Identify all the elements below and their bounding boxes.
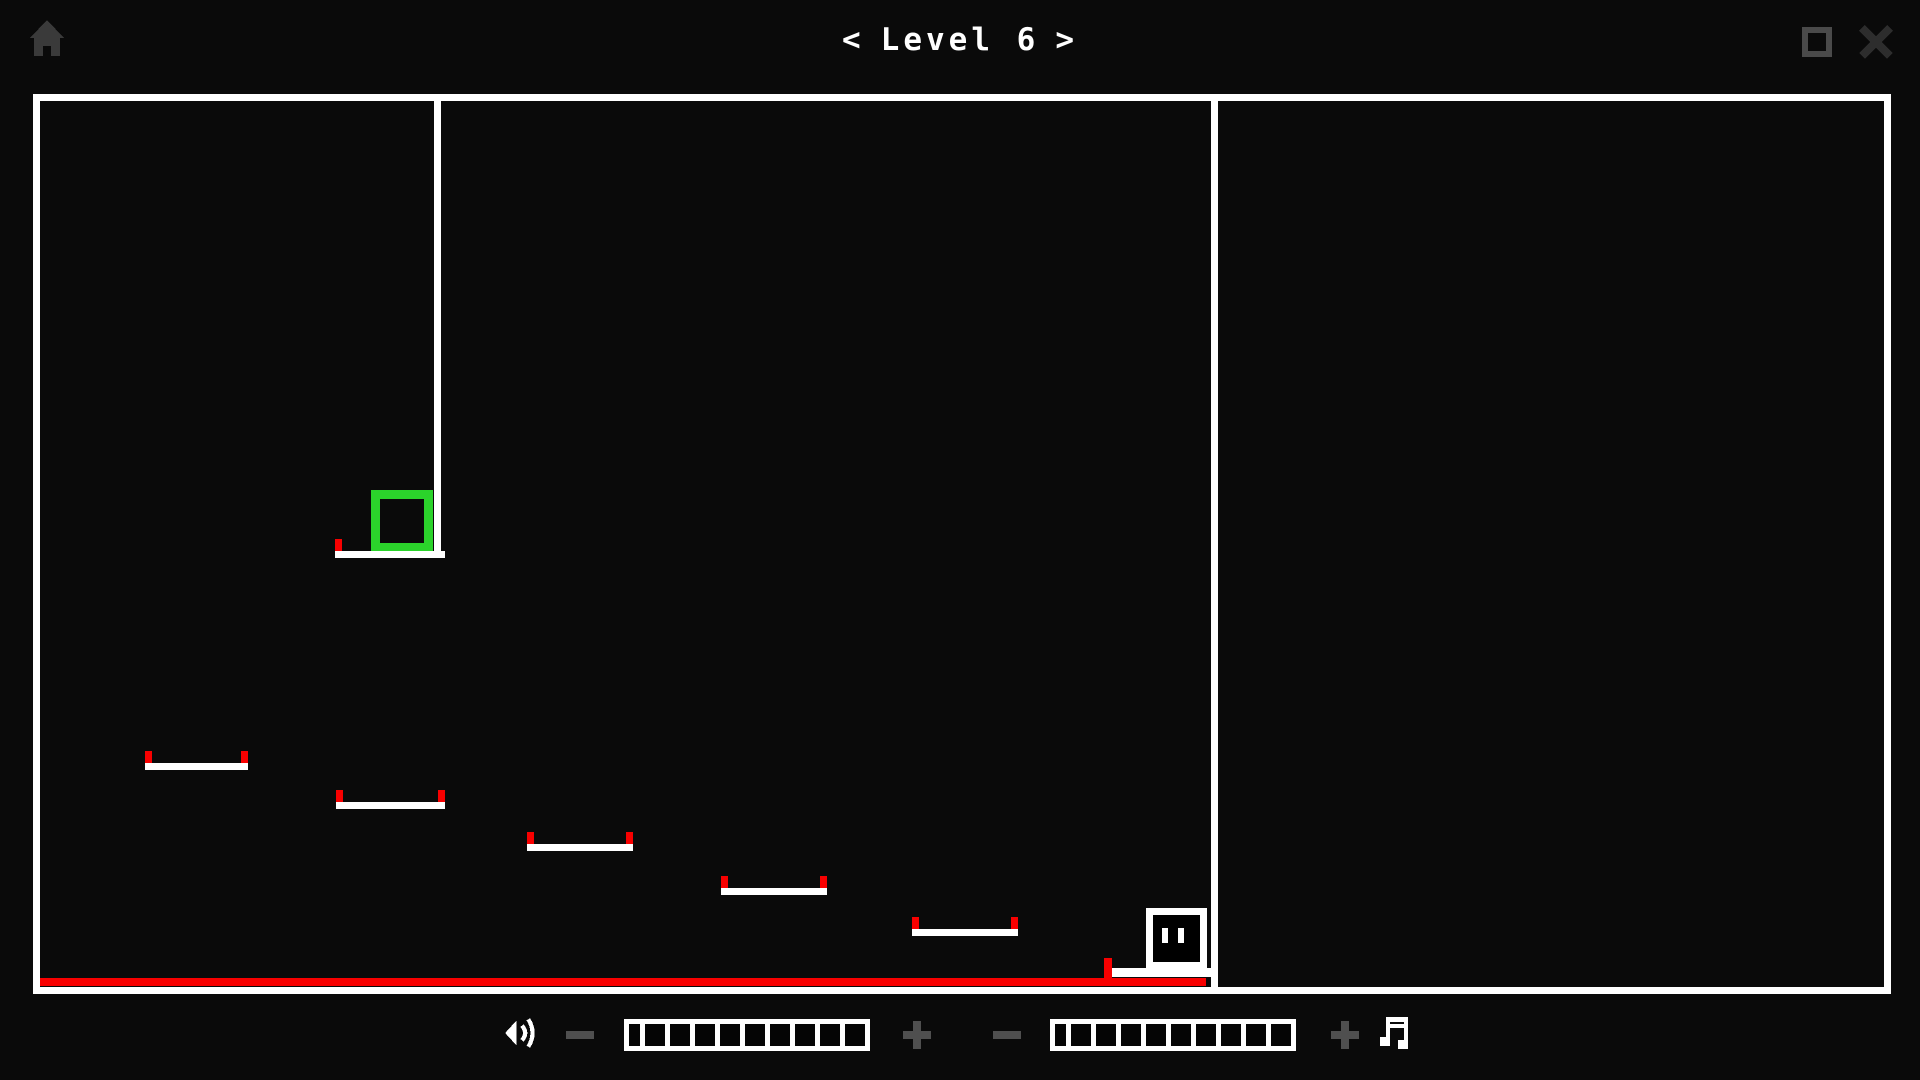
divider-wall [1211,94,1218,994]
sound-volume-group [503,1014,541,1056]
volume-segment [1171,1024,1191,1046]
prev-level-button[interactable]: < [842,22,865,58]
music-volume-decrease-button[interactable] [993,1031,1021,1039]
platform-tip [241,751,248,763]
platform [912,929,1018,936]
volume-segment [1096,1024,1116,1046]
level-title: Level 6 [880,22,1040,58]
level-title-group: < Level 6 > [842,22,1078,58]
music-volume-group [1378,1010,1416,1056]
volume-segment [670,1024,690,1046]
platform-tip [820,876,827,888]
volume-segment [795,1024,815,1046]
volume-segment [845,1024,865,1046]
volume-segment [1121,1024,1141,1046]
platform-tip [626,832,633,844]
platform-tip [145,751,152,763]
volume-segment [1221,1024,1241,1046]
window-buttons [1802,24,1894,60]
volume-segment [645,1024,665,1046]
volume-segment [1196,1024,1216,1046]
drop-wall [434,94,441,558]
hazard-tick [1104,958,1112,978]
music-note-icon [1380,1017,1408,1049]
volume-segment [1246,1024,1266,1046]
volume-segment [820,1024,840,1046]
volume-segment [1071,1024,1091,1046]
sound-volume-decrease-button[interactable] [566,1031,594,1039]
maximize-button[interactable] [1802,27,1832,57]
platform-tip [335,539,342,551]
platform-tip [721,876,728,888]
close-button[interactable] [1858,24,1894,60]
volume-segment [770,1024,790,1046]
volume-segment [1055,1024,1066,1046]
home-icon [30,20,64,56]
home-button[interactable] [28,18,66,60]
goal-outline [371,490,433,552]
platform [145,763,248,770]
platform [527,844,633,851]
platform-tip [912,917,919,929]
platform-tip [336,790,343,802]
hazard-floor [40,978,1206,986]
player-eye [1178,928,1184,943]
playfield-border [33,94,1891,994]
next-level-button[interactable]: > [1055,22,1078,58]
platform-tip [438,790,445,802]
sound-volume-increase-button[interactable] [903,1021,931,1049]
volume-segment [695,1024,715,1046]
sound-volume-bar[interactable] [624,1019,870,1051]
music-volume-increase-button[interactable] [1331,1021,1359,1049]
speaker-icon [505,1018,535,1048]
player-eye [1162,928,1168,943]
player-box [1146,908,1207,969]
volume-segment [720,1024,740,1046]
platform [336,802,445,809]
volume-segment [745,1024,765,1046]
close-icon [1859,25,1893,59]
platform [335,551,445,558]
volume-segment [629,1024,640,1046]
music-volume-bar[interactable] [1050,1019,1296,1051]
platform [721,888,827,895]
player-ledge [1112,968,1211,977]
platform-tip [1011,917,1018,929]
volume-segment [1271,1024,1291,1046]
volume-segment [1146,1024,1166,1046]
platform-tip [527,832,534,844]
